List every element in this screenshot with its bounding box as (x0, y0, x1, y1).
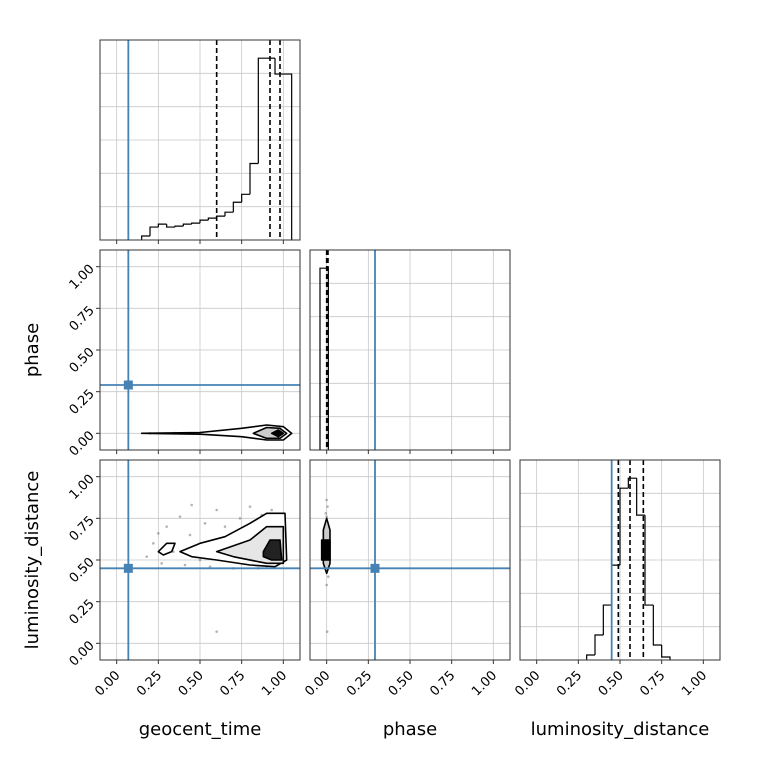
histogram-bin (594, 634, 604, 656)
sample-point (183, 563, 187, 567)
histogram-bin (636, 478, 645, 516)
x-tick-label: 1.00 (679, 668, 710, 699)
histogram-bin (199, 219, 209, 224)
histogram-bin (257, 57, 267, 164)
histogram-bin (216, 215, 225, 219)
histogram-bin (644, 515, 654, 606)
histogram-bin (149, 226, 159, 237)
sample-point (327, 575, 330, 578)
sample-point (325, 515, 328, 518)
sample-point (208, 565, 212, 568)
x-tick-label: 0.50 (386, 668, 417, 699)
truth-marker (123, 380, 133, 390)
sample-point (152, 542, 155, 545)
histogram-bin (157, 223, 167, 228)
histogram-bin (174, 225, 184, 228)
sample-point (238, 517, 242, 520)
sample-point (215, 508, 218, 512)
histogram-bin (274, 58, 284, 75)
x-tick-label: 0.25 (134, 668, 165, 699)
sample-point (223, 525, 227, 528)
panel-frame (519, 459, 721, 661)
truth-marker (370, 563, 380, 573)
sample-point (326, 505, 329, 508)
histogram-bin (182, 223, 192, 227)
x-tick-label: 0.00 (92, 668, 123, 699)
sample-point (215, 630, 218, 633)
x-axis-label: luminosity_distance (531, 719, 710, 740)
histogram-bin (232, 201, 242, 213)
y-axis-label: luminosity_distance (22, 471, 43, 650)
contour (140, 424, 293, 441)
histogram-bin (627, 477, 637, 489)
y-tick-label: 0.25 (67, 597, 98, 628)
sample-point (325, 583, 328, 587)
histogram-bin (241, 193, 250, 203)
sample-point (325, 630, 329, 633)
x-tick-label: 1.00 (259, 668, 290, 699)
histogram-bin (319, 267, 327, 450)
contour (262, 539, 283, 561)
y-tick-label: 0.25 (67, 387, 98, 418)
y-tick-label: 0.00 (67, 428, 98, 459)
sample-point (198, 558, 202, 562)
y-tick-label: 0.75 (67, 513, 98, 544)
x-tick-label: 0.25 (344, 668, 375, 699)
panel-frame (99, 39, 301, 241)
x-tick-label: 0.75 (217, 668, 248, 699)
contour (157, 542, 176, 556)
sample-point (157, 532, 160, 535)
histogram-bin (661, 645, 671, 660)
histogram-bin (602, 604, 612, 636)
truth-marker (123, 563, 133, 573)
y-tick-label: 0.00 (67, 638, 98, 669)
x-tick-label: 0.50 (176, 668, 207, 699)
histogram-bin (586, 654, 595, 660)
y-axis-label: phase (22, 323, 43, 377)
sample-point (190, 503, 193, 507)
sample-point (178, 515, 182, 518)
sample-point (188, 533, 192, 537)
x-axis-label: phase (383, 719, 437, 740)
sample-point (270, 508, 273, 512)
y-tick-label: 1.00 (67, 262, 98, 293)
y-tick-label: 0.75 (67, 303, 98, 334)
x-tick-label: 0.25 (554, 668, 585, 699)
histogram-bin (652, 605, 662, 646)
panel-frame (99, 459, 301, 661)
contour (270, 429, 285, 438)
x-tick-label: 0.50 (596, 668, 627, 699)
histogram-bin (191, 222, 200, 225)
sample-point (325, 498, 328, 502)
histogram-bin (249, 162, 259, 195)
histogram-bin (166, 224, 175, 228)
panel-frame (99, 249, 301, 451)
sample-point (165, 525, 168, 528)
x-axis-label: geocent_time (139, 719, 262, 740)
histogram-bin (619, 487, 629, 566)
contour (320, 539, 331, 561)
panel-frame (309, 459, 511, 661)
sample-point (324, 512, 328, 515)
histogram-bin (207, 217, 217, 221)
y-tick-label: 1.00 (67, 472, 98, 503)
panel-frame (309, 249, 511, 451)
x-tick-label: 0.00 (302, 668, 333, 699)
y-tick-label: 0.50 (67, 345, 98, 376)
x-tick-label: 1.00 (469, 668, 500, 699)
x-tick-label: 0.00 (512, 668, 543, 699)
histogram-bin (283, 73, 293, 240)
sample-point (160, 562, 163, 565)
x-tick-label: 0.75 (637, 668, 668, 699)
x-tick-label: 0.75 (427, 668, 458, 699)
sample-point (145, 555, 148, 558)
histogram-bin (224, 211, 234, 217)
histogram-bin (141, 235, 150, 240)
sample-point (203, 522, 207, 525)
y-tick-label: 0.50 (67, 555, 98, 586)
sample-point (248, 505, 252, 508)
